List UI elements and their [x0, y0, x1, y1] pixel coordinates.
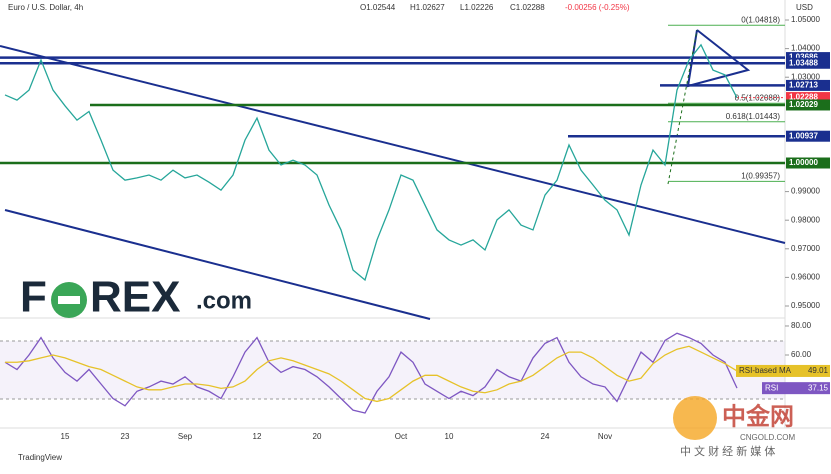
price-line	[4, 43, 738, 282]
legend-box	[736, 364, 830, 377]
y-tick-label: 1.03000	[791, 72, 820, 81]
y-tick-label: 0.99000	[791, 187, 820, 196]
level-box	[786, 79, 830, 91]
ohlc: L1.02226	[460, 3, 494, 12]
level-box	[786, 57, 830, 69]
watermark: 中金网	[722, 402, 794, 430]
level-box	[786, 130, 830, 142]
level-label: 1.02288	[789, 93, 818, 102]
x-tick-label: Nov	[598, 432, 612, 441]
currency: USD	[796, 3, 813, 12]
y-tick-label: 0.97000	[791, 244, 820, 253]
x-tick-label: 24	[541, 432, 550, 441]
y-tick-label: 60.00	[791, 350, 812, 359]
level-box	[786, 92, 830, 104]
ohlc: O1.02544	[360, 3, 396, 12]
symbol: Euro / U.S. Dollar, 4h	[8, 3, 83, 12]
legend-name: RSI	[765, 383, 778, 392]
legend-name: RSI-based MA	[739, 366, 792, 375]
watermark-icon	[673, 396, 717, 440]
fib-label: 0(1.04818)	[741, 15, 780, 24]
logo: F	[20, 273, 47, 322]
value-label: 49.01	[808, 366, 829, 375]
rsi-line	[5, 345, 738, 403]
level-box	[786, 99, 830, 111]
fib-label: 1(0.99357)	[741, 172, 780, 181]
y-tick-label: 0.95000	[791, 301, 820, 310]
trendline	[0, 45, 786, 244]
y-tick-label: 0.96000	[791, 273, 820, 282]
level-box	[786, 52, 830, 64]
level-box	[786, 157, 830, 169]
level-label: 1.00937	[789, 131, 818, 140]
y-tick-label: 80.00	[791, 321, 812, 330]
x-tick-label: Sep	[178, 432, 193, 441]
level-label: 1.02029	[789, 100, 818, 109]
trendline	[4, 209, 431, 320]
y-tick-label: 1.04000	[791, 44, 820, 53]
change: -0.00256 (-0.25%)	[565, 3, 630, 12]
level-label: 1.03488	[789, 58, 818, 67]
y-tick-label: 0.98000	[791, 215, 820, 224]
footer: TradingView	[18, 453, 62, 462]
watermark: CNGOLD.COM	[740, 433, 795, 442]
fib-label: 0.618(1.01443)	[726, 112, 781, 121]
y-tick-label: 1.05000	[791, 15, 820, 24]
x-tick-label: 12	[253, 432, 262, 441]
x-tick-label: 20	[313, 432, 322, 441]
logo-o-bar	[58, 296, 80, 304]
level-label: 1.02713	[789, 81, 818, 90]
level-label: 1.00000	[789, 158, 818, 167]
x-tick-label: 15	[61, 432, 70, 441]
x-tick-label: 10	[445, 432, 454, 441]
x-tick-label: Oct	[395, 432, 408, 441]
legend-box	[762, 382, 830, 395]
logo: REX	[90, 273, 180, 322]
rsi-line	[4, 332, 738, 414]
value-label: 37.15	[808, 383, 829, 392]
ohlc: H1.02627	[410, 3, 445, 12]
watermark: 中 文 财 经 新 媒 体	[680, 444, 775, 458]
level-label: 1.03686	[789, 53, 818, 62]
x-tick-label: 23	[121, 432, 130, 441]
logo: .com	[196, 287, 252, 314]
fib-trend	[667, 29, 698, 185]
ohlc: C1.02288	[510, 3, 545, 12]
